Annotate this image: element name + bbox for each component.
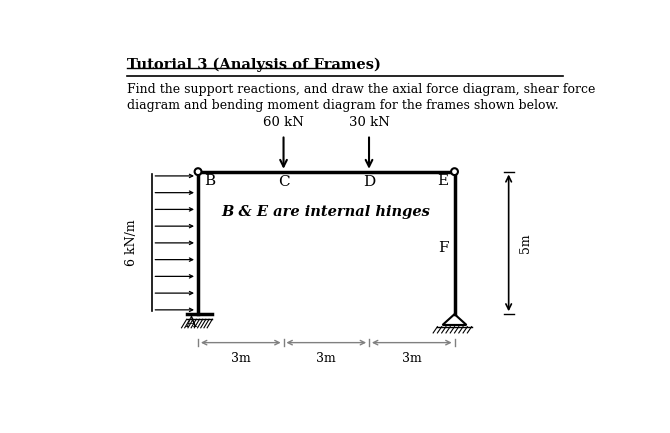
Circle shape bbox=[194, 168, 202, 175]
Text: A: A bbox=[185, 317, 196, 330]
Text: C: C bbox=[278, 175, 289, 189]
Text: 5m: 5m bbox=[519, 233, 531, 253]
Text: 3m: 3m bbox=[402, 352, 421, 365]
Text: 30 kN: 30 kN bbox=[348, 116, 389, 129]
Text: 60 kN: 60 kN bbox=[263, 116, 304, 129]
Text: B & E are internal hinges: B & E are internal hinges bbox=[222, 204, 431, 219]
Circle shape bbox=[451, 168, 458, 175]
Text: D: D bbox=[363, 175, 375, 189]
Text: diagram and bending moment diagram for the frames shown below.: diagram and bending moment diagram for t… bbox=[127, 99, 558, 112]
Text: F: F bbox=[438, 242, 448, 255]
Text: Tutorial 3 (Analysis of Frames): Tutorial 3 (Analysis of Frames) bbox=[127, 58, 381, 72]
Text: 3m: 3m bbox=[316, 352, 336, 365]
Text: 6 kN/m: 6 kN/m bbox=[125, 220, 137, 266]
Text: 3m: 3m bbox=[231, 352, 251, 365]
Text: Find the support reactions, and draw the axial force diagram, shear force: Find the support reactions, and draw the… bbox=[127, 83, 595, 96]
Text: E: E bbox=[437, 174, 448, 188]
Text: B: B bbox=[204, 174, 216, 188]
